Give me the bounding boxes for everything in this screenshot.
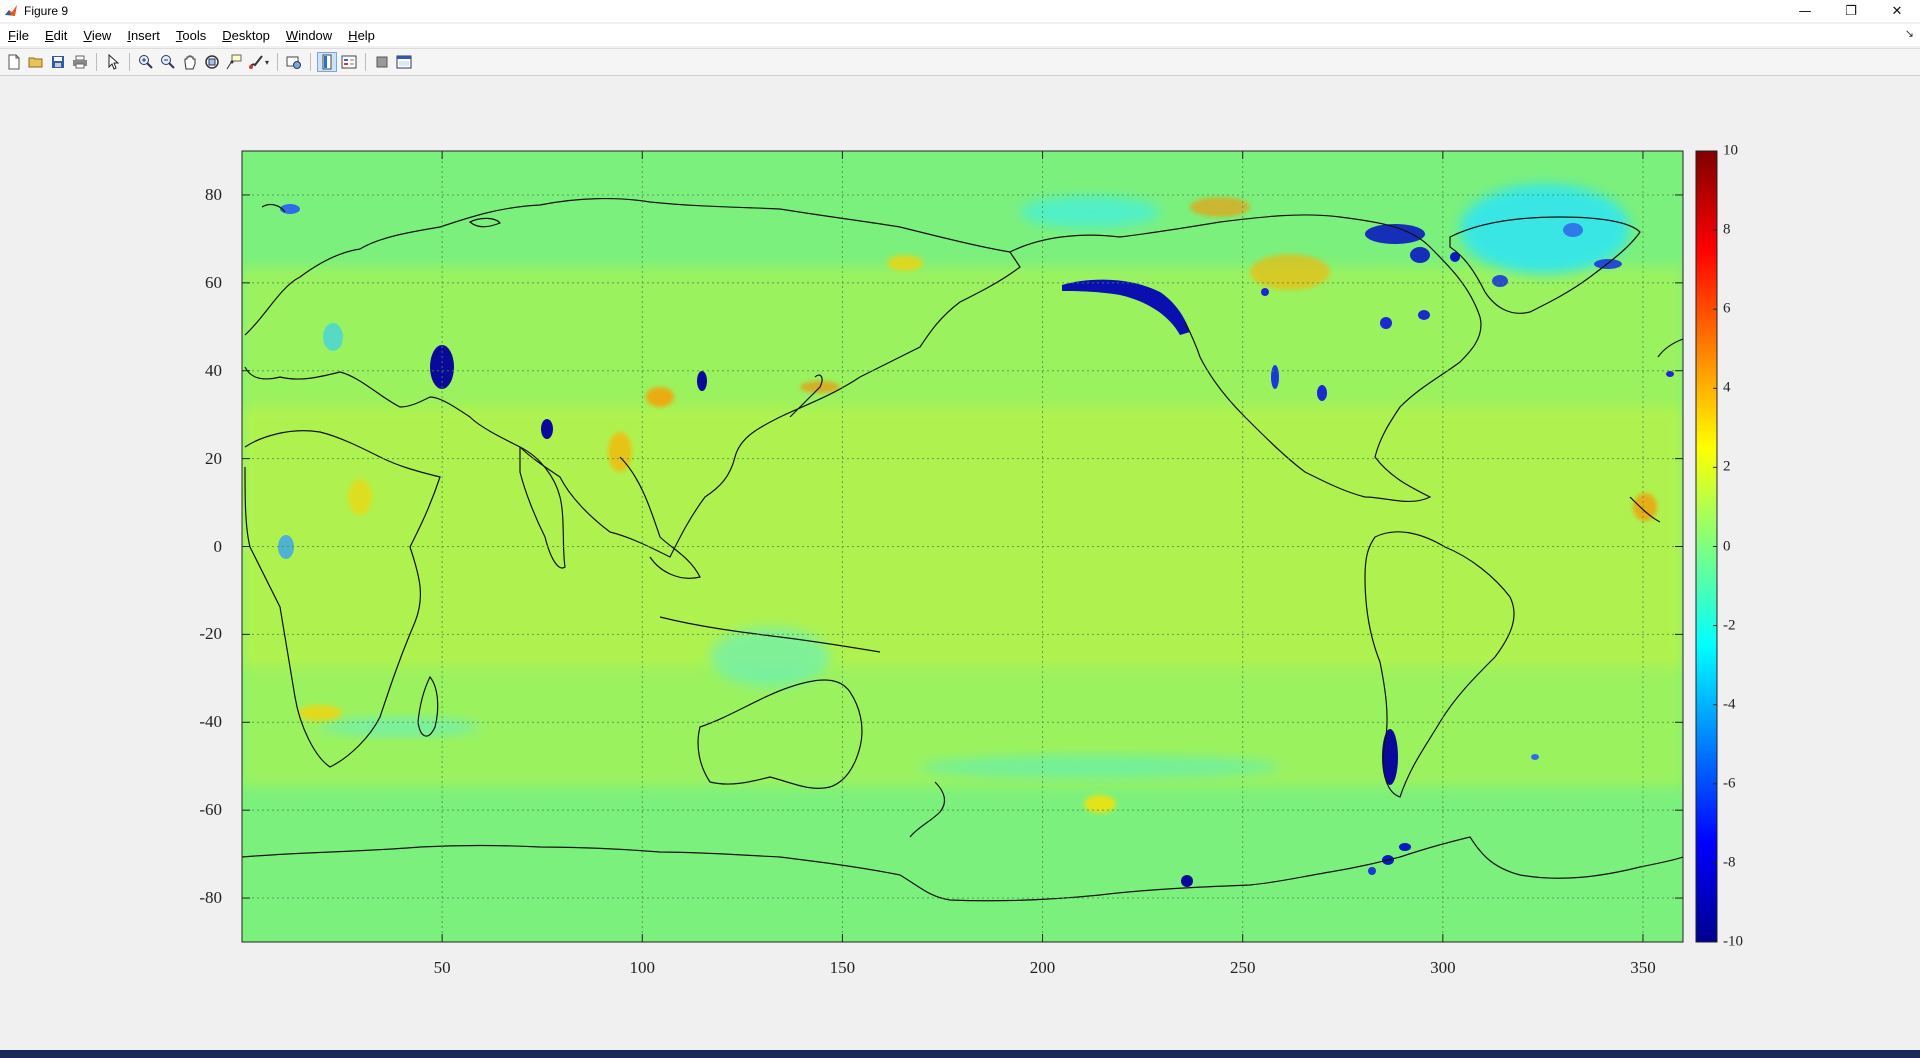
open-file-icon[interactable] xyxy=(26,52,46,72)
map-plot[interactable] xyxy=(0,77,1920,1048)
menu-insert[interactable]: Insert xyxy=(127,27,160,43)
select-arrow-icon[interactable] xyxy=(103,52,123,72)
matlab-logo-icon xyxy=(4,4,18,18)
colorbar-icon[interactable] xyxy=(317,52,338,72)
y-tick-label: 0 xyxy=(213,536,223,556)
window-title-bar: Figure 9 — ❐ ✕ xyxy=(0,0,1920,22)
x-tick-label: 50 xyxy=(433,958,451,977)
y-tick-label: 40 xyxy=(205,360,222,380)
link-plot-icon[interactable] xyxy=(284,52,304,72)
figure-toolbar: ▾ xyxy=(0,48,1920,76)
close-button[interactable]: ✕ xyxy=(1891,3,1903,19)
minimize-button[interactable]: — xyxy=(1798,3,1812,19)
show-plot-tools-icon[interactable] xyxy=(394,52,414,72)
y-tick-label: -40 xyxy=(199,712,222,732)
save-icon[interactable] xyxy=(48,52,68,72)
print-icon[interactable] xyxy=(70,52,90,72)
restore-button[interactable]: ❐ xyxy=(1845,3,1857,19)
y-tick-label: -20 xyxy=(199,624,222,644)
zoom-out-icon[interactable] xyxy=(158,52,178,72)
heatmap-field xyxy=(242,184,1683,887)
menu-bar: File Edit View Insert Tools Desktop Wind… xyxy=(0,24,1920,46)
colorbar-tick-label: -6 xyxy=(1723,775,1736,792)
x-tick-label: 250 xyxy=(1229,958,1256,977)
colorbar-tick-label: -4 xyxy=(1723,696,1736,713)
patagonia-anomaly xyxy=(1382,729,1398,785)
colorbar-tick-label: 0 xyxy=(1723,538,1731,554)
zoom-in-icon[interactable] xyxy=(136,52,156,72)
figure-canvas[interactable]: 50 100 150 200 250 300 350 80 60 40 20 0 -20 -40 -60 -8… xyxy=(0,77,1920,1048)
y-tick-label: -80 xyxy=(199,888,222,908)
colorbar-tick-label: 10 xyxy=(1723,142,1738,159)
menu-desktop[interactable]: Desktop xyxy=(222,27,270,43)
colorbar-tick-label: 6 xyxy=(1723,300,1731,317)
menu-edit[interactable]: Edit xyxy=(44,27,68,43)
y-tick-label: 60 xyxy=(205,272,222,292)
menu-file[interactable]: File xyxy=(8,27,29,43)
colorbar-tick-label: 2 xyxy=(1723,458,1731,475)
colorbar-tick-label: 8 xyxy=(1723,221,1731,238)
toolbar-separator xyxy=(310,53,312,71)
window-title: Figure 9 xyxy=(24,4,69,18)
os-taskbar xyxy=(0,1050,1920,1058)
toolbar-separator xyxy=(96,53,97,71)
menu-window[interactable]: Window xyxy=(285,27,333,43)
menu-tools[interactable]: Tools xyxy=(175,27,207,43)
data-cursor-icon[interactable] xyxy=(224,52,244,72)
gridlines xyxy=(242,151,1683,942)
legend-icon[interactable] xyxy=(339,52,359,72)
colorbar-tick-label: -2 xyxy=(1723,617,1736,634)
y-tick-label: 80 xyxy=(205,184,222,204)
colorbar-tick-label: -8 xyxy=(1723,854,1736,871)
brush-icon[interactable] xyxy=(246,52,266,72)
x-tick-label: 150 xyxy=(829,958,856,977)
toolbar-separator xyxy=(129,53,130,71)
x-tick-label: 200 xyxy=(1029,958,1056,977)
toolbar-separator xyxy=(277,53,279,71)
alaska-anomaly xyxy=(1062,279,1190,335)
dock-figure-icon[interactable]: ↘ xyxy=(1904,28,1914,40)
x-tick-label: 300 xyxy=(1430,958,1456,977)
menu-help[interactable]: Help xyxy=(348,27,375,43)
pan-hand-icon[interactable] xyxy=(180,52,200,72)
colorbar-tick-label: 4 xyxy=(1723,379,1731,396)
menu-view[interactable]: View xyxy=(83,27,112,43)
y-tick-label: -60 xyxy=(199,800,222,820)
brush-dropdown-icon[interactable]: ▾ xyxy=(265,57,270,67)
rotate-3d-icon[interactable] xyxy=(202,52,222,72)
toolbar-separator xyxy=(365,53,367,71)
new-figure-icon[interactable] xyxy=(4,52,24,72)
x-tick-label: 350 xyxy=(1630,958,1656,977)
colorbar-tick-label: -10 xyxy=(1723,933,1743,950)
x-tick-label: 100 xyxy=(629,958,656,977)
y-tick-label: 20 xyxy=(205,448,222,468)
hide-plot-tools-icon[interactable] xyxy=(372,52,392,72)
coastlines xyxy=(242,197,1683,902)
